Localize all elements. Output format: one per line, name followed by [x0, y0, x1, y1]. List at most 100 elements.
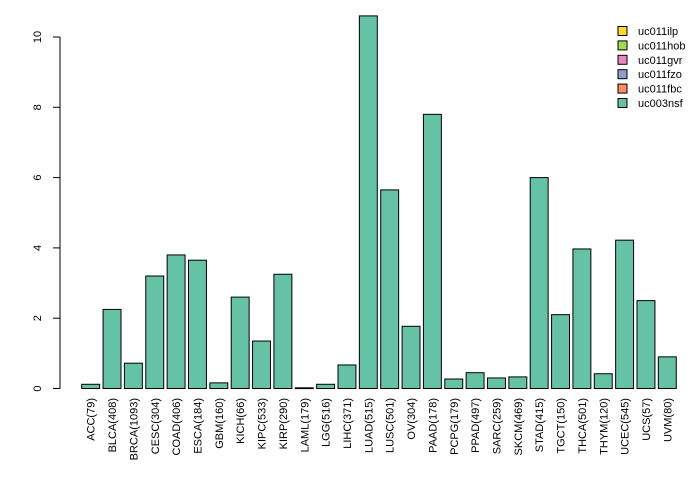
bar-uc003nsf: [230, 296, 250, 389]
bar-uc003nsf: [187, 259, 207, 390]
bar-uc003nsf: [209, 382, 229, 390]
bar-uc003nsf: [145, 275, 165, 389]
x-tick-label: SKCM(469): [513, 398, 525, 455]
bar-uc003nsf: [273, 273, 293, 390]
x-tick-label: PAAD(178): [427, 398, 439, 453]
y-tick-label: 10: [32, 31, 44, 43]
legend-label: uc011ilp: [638, 26, 678, 38]
legend-swatch: [617, 26, 628, 36]
bar-uc003nsf: [465, 372, 485, 389]
bar-uc003nsf: [486, 377, 506, 389]
bar-uc003nsf: [102, 308, 122, 390]
bar-stack: [615, 239, 635, 389]
x-tick-label: BRCA(1093): [128, 398, 140, 460]
x-tick-label: COAD(406): [171, 398, 183, 455]
legend-label: uc011hob: [638, 40, 686, 52]
bar-uc003nsf: [401, 325, 421, 389]
bar-stack: [508, 376, 528, 390]
x-tick-label: CESC(304): [150, 398, 162, 454]
x-tick-label: LIHC(371): [342, 398, 354, 449]
bar-uc003nsf: [81, 383, 101, 390]
legend-swatch: [617, 98, 628, 108]
bar-stack: [358, 15, 378, 389]
bar-stack: [209, 382, 229, 390]
bar-stack: [444, 378, 464, 389]
bar-stack: [380, 189, 400, 389]
bar-stack: [551, 314, 571, 389]
bar-stack: [636, 300, 656, 389]
x-tick-label: LAML(179): [299, 398, 311, 452]
x-tick-label: OV(304): [406, 398, 418, 440]
y-tick-label: 2: [32, 315, 44, 321]
x-tick-label: TGCT(150): [556, 398, 568, 454]
bars-group: [81, 15, 677, 390]
legend-item: uc011hob: [617, 40, 686, 52]
bar-uc003nsf: [593, 373, 613, 389]
bar-uc003nsf: [294, 387, 314, 390]
bar-uc003nsf: [358, 15, 378, 389]
bar-uc003nsf: [615, 239, 635, 389]
bar-stack: [166, 254, 186, 389]
legend-swatch: [617, 40, 628, 51]
x-tick-label: PCPG(179): [449, 398, 461, 455]
bar-uc003nsf: [316, 383, 336, 390]
bar-stack: [337, 364, 357, 389]
x-tick-label: THCA(501): [577, 398, 589, 454]
legend-label: uc011gvr: [638, 55, 683, 67]
legend-item: uc011fbc: [617, 83, 682, 96]
bar-stack: [316, 383, 336, 390]
legend-swatch: [617, 83, 628, 94]
bar-stack: [145, 275, 165, 389]
legend-label: uc011fzo: [638, 69, 682, 81]
legend-swatch: [617, 69, 628, 80]
x-tick-label: STAD(415): [534, 398, 546, 452]
bar-stack: [422, 113, 442, 390]
legend-item: uc011gvr: [617, 54, 683, 67]
legend: uc011ilp uc011hob uc011gvr uc011fzo uc011fbc…: [617, 26, 686, 110]
bar-stack: [593, 373, 613, 389]
legend-item: uc011ilp: [617, 26, 678, 38]
bar-uc003nsf: [657, 356, 677, 389]
legend-item: uc003nsf: [617, 98, 684, 110]
bar-stack: [401, 325, 421, 389]
y-tick-label: 0: [32, 385, 44, 391]
bar-stack: [465, 372, 485, 389]
x-tick-label: LUAD(515): [363, 398, 375, 453]
y-tick-label: 4: [32, 245, 44, 251]
bar-uc003nsf: [529, 177, 549, 389]
x-tick-label: ACC(79): [86, 398, 98, 441]
x-tick-label: BLCA(408): [107, 398, 119, 452]
legend-item: uc011fzo: [617, 69, 682, 81]
bar-stack: [123, 362, 143, 389]
x-tick-label: KIPC(533): [257, 398, 269, 449]
x-tick-label: UCS(57): [641, 398, 653, 441]
bar-stack: [230, 296, 250, 389]
x-tick-label: KICH(66): [235, 398, 247, 444]
x-tick-label: PPAD(497): [470, 398, 482, 453]
bar-uc003nsf: [572, 248, 592, 389]
bar-stack: [294, 387, 314, 390]
bar-uc003nsf: [166, 254, 186, 389]
x-tick-label: THYM(120): [598, 398, 610, 455]
x-tick-label: SARC(259): [491, 398, 503, 454]
bar-uc003nsf: [508, 376, 528, 390]
bar-uc003nsf: [252, 340, 272, 389]
x-tick-label: GBM(160): [214, 398, 226, 449]
bar-uc003nsf: [636, 300, 656, 389]
bar-stack: [187, 259, 207, 390]
x-tick-label: ESCA(184): [192, 398, 204, 454]
bar-stack: [81, 383, 101, 390]
bar-uc003nsf: [422, 113, 442, 390]
bar-stack: [657, 356, 677, 389]
x-tick-label: KIRP(290): [278, 398, 290, 449]
y-tick-label: 8: [32, 104, 44, 110]
bar-uc003nsf: [337, 364, 357, 389]
bar-uc003nsf: [444, 378, 464, 389]
x-tick-label: LUSC(501): [385, 398, 397, 453]
x-tick-label: UCEC(545): [620, 398, 632, 455]
bar-stack: [572, 248, 592, 389]
legend-swatch: [617, 54, 628, 65]
y-axis: 0 2 4 6 8 10: [32, 31, 61, 392]
y-tick-label: 6: [32, 175, 44, 181]
